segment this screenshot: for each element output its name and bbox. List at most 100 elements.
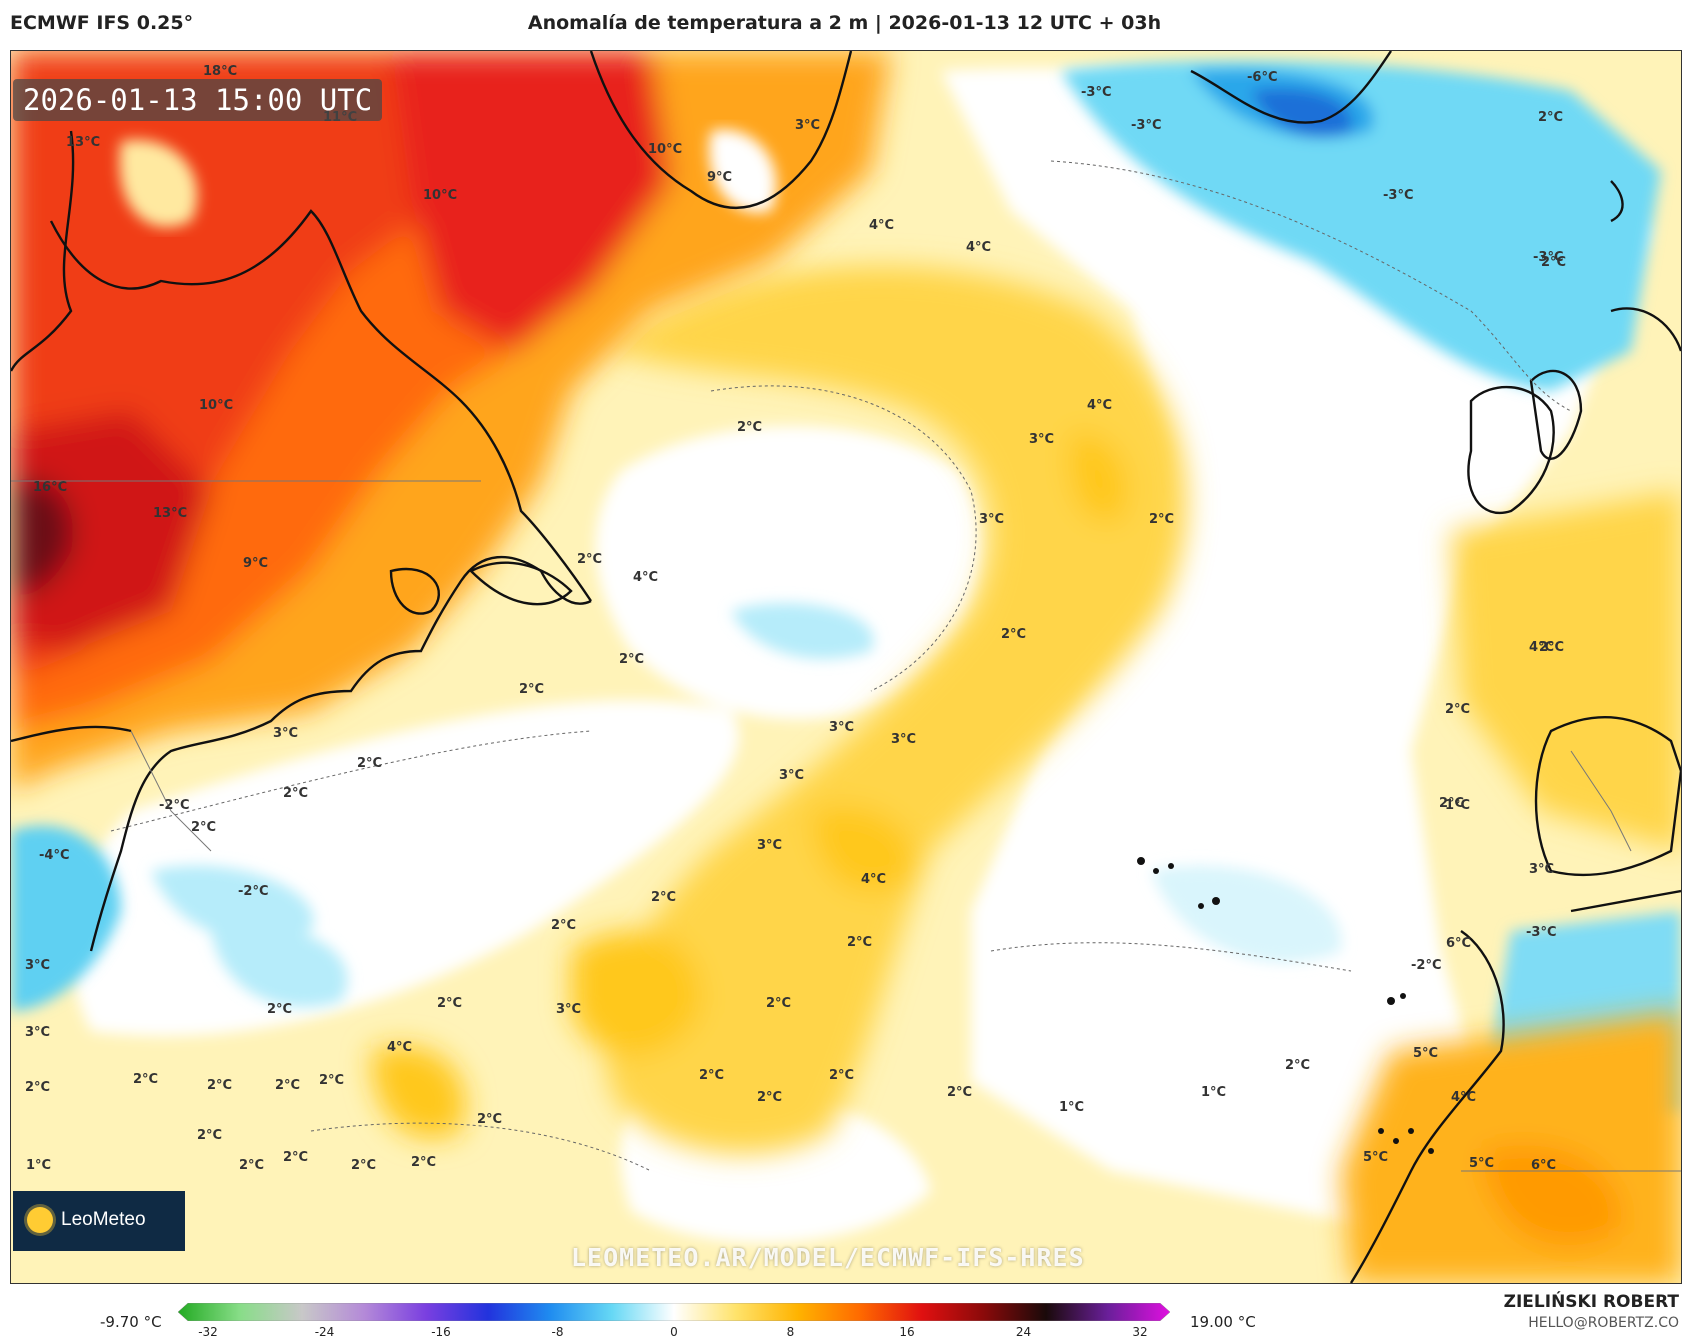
temperature-label: -2°C: [1411, 958, 1441, 973]
temperature-label: 2°C: [699, 1068, 724, 1083]
temperature-label: 2°C: [437, 996, 462, 1011]
temperature-label: 9°C: [243, 556, 268, 571]
temperature-label: 2°C: [275, 1078, 300, 1093]
temperature-label: 2°C: [1539, 640, 1564, 655]
temperature-labels: 18°C13°C11°C10°C10°C10°C16°C13°C9°C9°C3°…: [25, 64, 1566, 1173]
temperature-label: 3°C: [795, 118, 820, 133]
temperature-label: 2°C: [577, 552, 602, 567]
temperature-label: 3°C: [556, 1002, 581, 1017]
legend-tick: -32: [198, 1325, 218, 1339]
temperature-label: 3°C: [891, 732, 916, 747]
temperature-label: 3°C: [273, 726, 298, 741]
temperature-label: 4°C: [966, 240, 991, 255]
temperature-label: -3°C: [1081, 85, 1111, 100]
legend-tick: 8: [786, 1325, 795, 1339]
temperature-label: 2°C: [267, 1002, 292, 1017]
temperature-label: 2°C: [847, 935, 872, 950]
sun-icon: [27, 1207, 53, 1233]
temperature-label: 2°C: [1538, 110, 1563, 125]
temperature-label: 2°C: [357, 756, 382, 771]
temperature-label: 3°C: [1529, 862, 1554, 877]
legend-tick: 16: [899, 1325, 915, 1339]
temperature-label: 2°C: [619, 652, 644, 667]
temperature-label: 2°C: [1285, 1058, 1310, 1073]
legend-min: -9.70 °C: [100, 1313, 162, 1331]
temperature-label: -3°C: [1383, 188, 1413, 203]
temperature-label: -3°C: [1526, 925, 1556, 940]
temperature-label: 2°C: [1439, 796, 1464, 811]
legend-tick: 0: [670, 1325, 678, 1339]
temperature-label: 4°C: [869, 218, 894, 233]
temperature-label: 10°C: [199, 398, 233, 413]
leometeo-logo[interactable]: LeoMeteo: [13, 1191, 185, 1251]
temperature-label: -4°C: [39, 848, 69, 863]
temperature-label: 5°C: [1413, 1046, 1438, 1061]
temperature-label: 4°C: [1529, 640, 1554, 655]
borders: [11, 480, 1681, 1172]
temperature-anomaly-map[interactable]: 18°C13°C11°C10°C10°C10°C16°C13°C9°C9°C3°…: [10, 50, 1682, 1284]
temperature-label: 2°C: [1445, 702, 1470, 717]
map-title: Anomalía de temperatura a 2 m | 2026-01-…: [527, 12, 1162, 34]
temperature-label: 2°C: [351, 1158, 376, 1173]
temperature-label: 1°C: [1201, 1085, 1226, 1100]
temperature-label: 5°C: [1469, 1156, 1494, 1171]
legend-tick: -8: [551, 1325, 564, 1339]
temperature-label: 3°C: [25, 958, 50, 973]
temperature-label: 2°C: [207, 1078, 232, 1093]
temperature-label: 10°C: [648, 142, 682, 157]
model-name: ECMWF IFS 0.25°: [10, 12, 194, 34]
temperature-label: 2°C: [411, 1155, 436, 1170]
temperature-label: 2°C: [757, 1090, 782, 1105]
temperature-label: 13°C: [66, 135, 100, 150]
legend-ticks: -32 -24 -16 -8 0 8 16 24 32: [178, 1325, 1170, 1341]
temperature-label: 2°C: [283, 1150, 308, 1165]
isolines: [110, 160, 1572, 1172]
temperature-label: 3°C: [829, 720, 854, 735]
temperature-label: 16°C: [33, 480, 67, 495]
legend-max: 19.00 °C: [1190, 1313, 1256, 1331]
temperature-label: 4°C: [1087, 398, 1112, 413]
temperature-label: -2°C: [238, 884, 268, 899]
temperature-label: 3°C: [779, 768, 804, 783]
temperature-label: 2°C: [197, 1128, 222, 1143]
temperature-label: 4°C: [1451, 1090, 1476, 1105]
map-canvas: 18°C13°C11°C10°C10°C10°C16°C13°C9°C9°C3°…: [11, 51, 1681, 1283]
light-warm-interior: [119, 129, 777, 228]
temperature-label: 1°C: [26, 1158, 51, 1173]
temperature-label: 1°C: [1445, 798, 1470, 813]
temperature-label: 9°C: [707, 170, 732, 185]
temperature-label: 13°C: [153, 506, 187, 521]
temperature-label: 3°C: [979, 512, 1004, 527]
hot-anomaly-region: [11, 51, 891, 791]
temperature-label: 2°C: [829, 1068, 854, 1083]
temperature-label: 2°C: [477, 1112, 502, 1127]
temperature-label: 2°C: [239, 1158, 264, 1173]
temperature-label: 6°C: [1446, 936, 1471, 951]
legend-tick: 32: [1132, 1325, 1148, 1339]
temperature-label: 2°C: [947, 1085, 972, 1100]
temperature-label: -6°C: [1247, 70, 1277, 85]
logo-text: LeoMeteo: [61, 1209, 146, 1230]
temperature-label: -2°C: [159, 798, 189, 813]
temperature-label: 2°C: [1001, 627, 1026, 642]
temperature-label: 6°C: [1531, 1158, 1556, 1173]
temperature-label: -3°C: [1131, 118, 1161, 133]
temperature-label: 2°C: [1541, 255, 1566, 270]
temperature-label: 4°C: [861, 872, 886, 887]
temperature-label: 4°C: [387, 1040, 412, 1055]
valid-time-badge: 2026-01-13 15:00 UTC: [13, 79, 383, 121]
temperature-label: 2°C: [283, 786, 308, 801]
islands: [1137, 857, 1434, 1154]
temperature-label: 1°C: [1059, 1100, 1084, 1115]
temperature-label: 10°C: [423, 188, 457, 203]
temperature-label: 2°C: [319, 1073, 344, 1088]
temperature-label: 18°C: [203, 64, 237, 79]
watermark-url: LEOMETEO.AR/MODEL/ECMWF-IFS-HRES: [571, 1243, 1085, 1272]
coastlines: [11, 51, 1681, 1283]
author-email[interactable]: HELLO@ROBERTZ.CO: [1528, 1315, 1679, 1331]
temperature-label: 2°C: [551, 918, 576, 933]
temperature-label: 2°C: [1149, 512, 1174, 527]
legend-tick: -24: [314, 1325, 335, 1339]
temperature-label: 4°C: [633, 570, 658, 585]
author-name: ZIELIŃSKI ROBERT: [1503, 1292, 1679, 1312]
